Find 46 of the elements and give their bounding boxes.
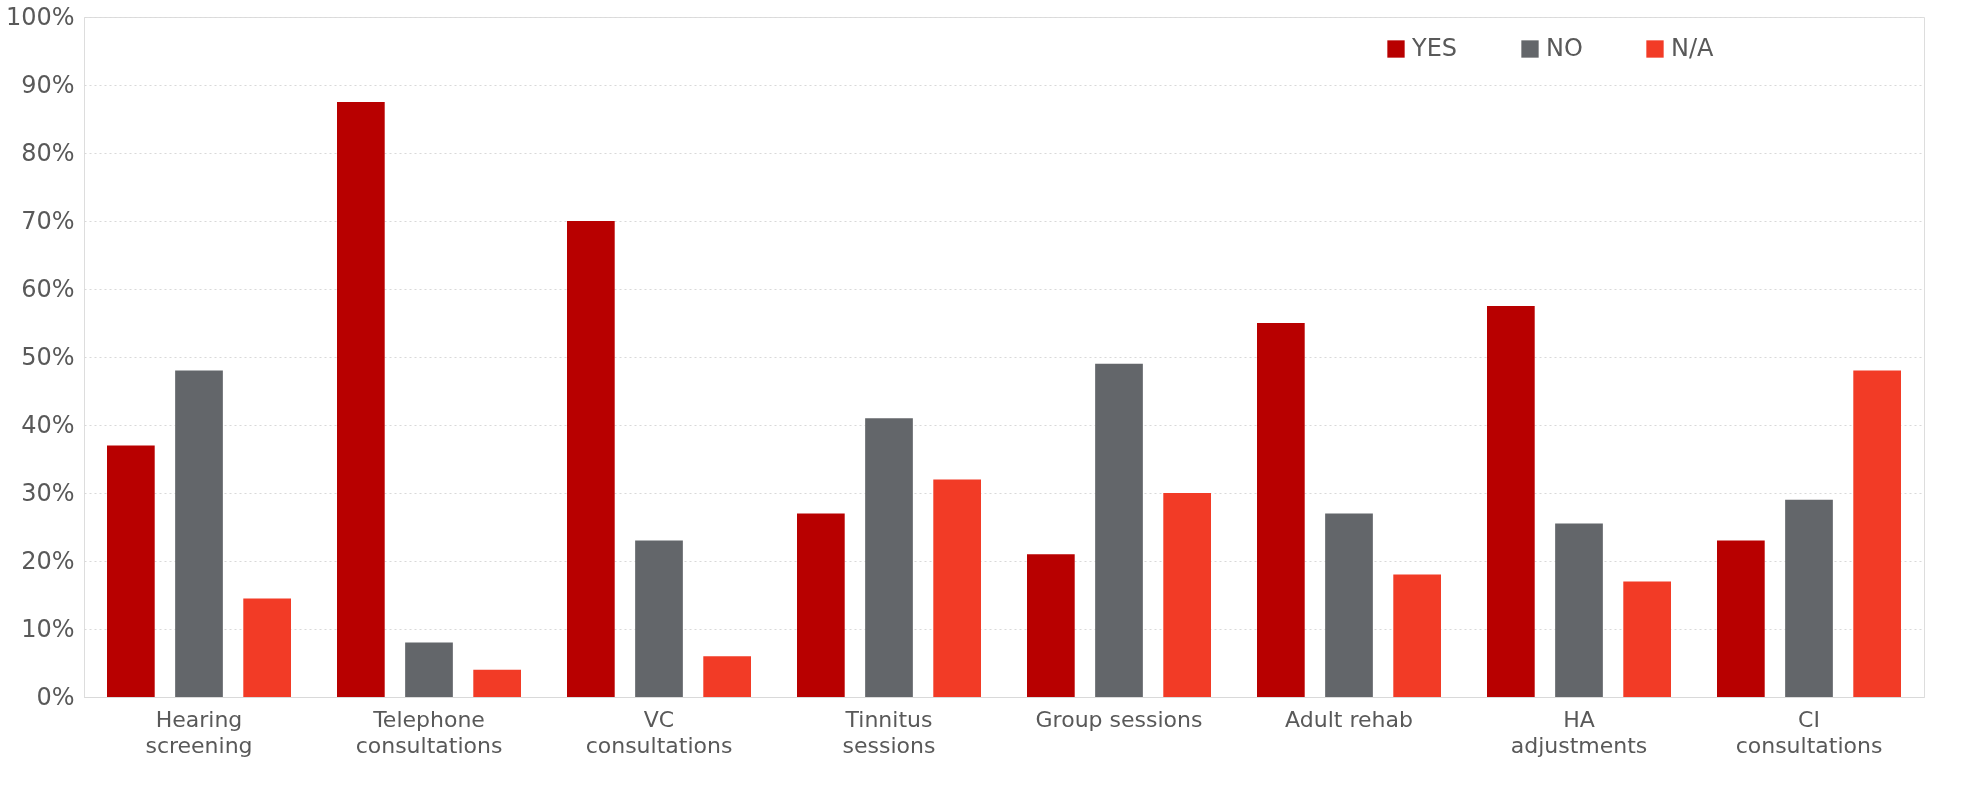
- legend-label: N/A: [1671, 34, 1715, 62]
- y-tick-label: 20%: [21, 546, 75, 575]
- bar: [1393, 574, 1441, 697]
- y-tick-label: 90%: [21, 70, 75, 99]
- y-tick-label: 0%: [36, 682, 75, 711]
- bar: [1785, 499, 1833, 697]
- bar: [865, 418, 913, 697]
- bar: [405, 642, 453, 697]
- legend-label: YES: [1411, 34, 1458, 62]
- bar: [107, 445, 155, 697]
- x-tick-label: HA adjustments: [1510, 706, 1648, 758]
- x-tick-label: Adult rehab: [1285, 706, 1413, 732]
- y-tick-label: 10%: [21, 614, 75, 643]
- x-tick-label: Tinnitus sessions: [842, 706, 936, 758]
- bar: [1623, 581, 1671, 697]
- bar: [1163, 493, 1211, 697]
- bar: [1853, 370, 1901, 697]
- y-tick-label: 100%: [5, 2, 75, 31]
- y-tick-label: 50%: [21, 342, 75, 371]
- bar: [1717, 540, 1765, 697]
- y-tick-label: 40%: [21, 410, 75, 439]
- bar: [337, 102, 385, 697]
- y-tick-label: 80%: [21, 138, 75, 167]
- x-tick-label: VC consultations: [585, 706, 733, 758]
- y-tick-label: 30%: [21, 478, 75, 507]
- x-tick-label: Telephone consultations: [355, 706, 503, 758]
- bar: [635, 540, 683, 697]
- bar: [473, 669, 521, 697]
- bar: [175, 370, 223, 697]
- y-tick-label: 70%: [21, 206, 75, 235]
- y-tick-label: 60%: [21, 274, 75, 303]
- x-tick-label: CI consultations: [1735, 706, 1883, 758]
- bar: [933, 479, 981, 697]
- x-tick-label: Hearing screening: [145, 706, 253, 758]
- bar: [1027, 554, 1075, 697]
- legend-label: NO: [1546, 34, 1583, 62]
- bar: [1325, 513, 1373, 697]
- bar: [1257, 323, 1305, 697]
- bar: [1095, 363, 1143, 697]
- bar: [1487, 306, 1535, 697]
- bar: [703, 656, 751, 697]
- bar: [243, 598, 291, 697]
- bar: [1555, 523, 1603, 697]
- bar: [797, 513, 845, 697]
- x-tick-label: Group sessions: [1035, 706, 1203, 732]
- bar: [567, 221, 615, 697]
